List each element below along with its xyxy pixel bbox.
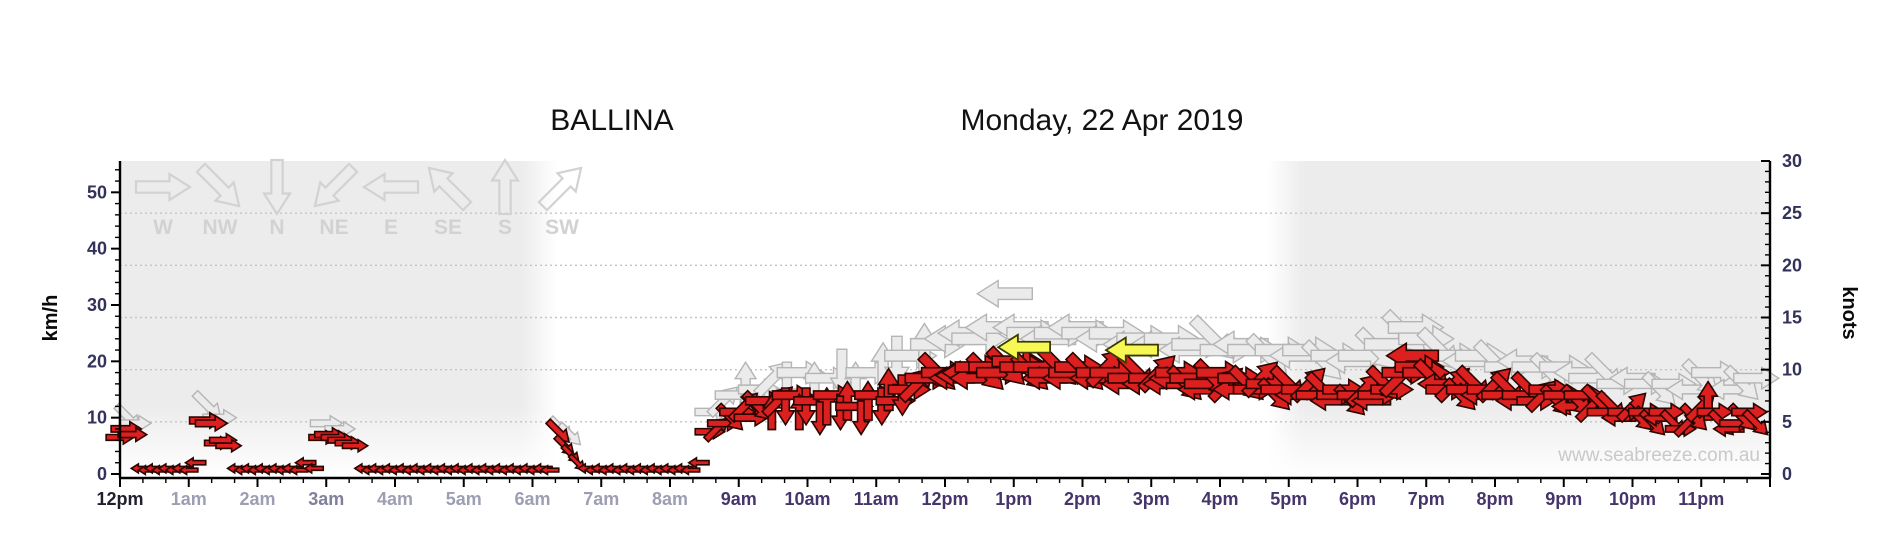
x-hour-label-12pm-0: 12pm: [96, 489, 143, 509]
x-hour-label-11am-11: 11am: [854, 489, 899, 509]
right-tick-label-20: 20: [1782, 255, 1802, 275]
x-hour-label-9pm-21: 9pm: [1545, 489, 1582, 509]
legend-label-NW: NW: [203, 216, 238, 239]
x-hour-label-7pm-19: 7pm: [1408, 489, 1445, 509]
left-tick-label-30: 30: [87, 295, 107, 315]
legend-arrow-N: [262, 158, 292, 217]
night-shading-layer: [120, 161, 1770, 478]
x-hour-label-3am-3: 3am: [308, 489, 344, 509]
x-hour-label-5am-5: 5am: [446, 489, 482, 509]
x-hour-label-11pm-23: 11pm: [1678, 489, 1724, 509]
right-tick-label-25: 25: [1782, 203, 1802, 223]
x-hour-label-6pm-18: 6pm: [1339, 489, 1376, 509]
x-hour-label-12pm-12: 12pm: [921, 489, 968, 509]
legend-label-NE: NE: [319, 216, 348, 239]
right-tick-label-5: 5: [1782, 412, 1792, 432]
legend-arrow-W: [134, 172, 193, 202]
legend-label-SE: SE: [434, 216, 462, 239]
x-hour-label-7am-7: 7am: [583, 489, 619, 509]
legend-label-W: W: [153, 216, 173, 239]
x-hour-label-3pm-15: 3pm: [1133, 489, 1170, 509]
x-hour-label-5pm-17: 5pm: [1270, 489, 1307, 509]
wind-arrows-layer: [105, 341, 1769, 476]
wind-arrow: [341, 438, 370, 454]
wind-arrow: [851, 400, 871, 436]
legend-label-S: S: [498, 216, 512, 239]
legend-arrow-NW: [195, 162, 241, 208]
x-hour-label-10pm-22: 10pm: [1609, 489, 1656, 509]
left-tick-label-0: 0: [97, 464, 107, 484]
right-tick-label-15: 15: [1782, 308, 1802, 328]
wind-arrow: [836, 380, 859, 421]
x-hour-label-4am-4: 4am: [377, 489, 413, 509]
axes-layer: [111, 160, 1772, 487]
x-hour-label-2pm-14: 2pm: [1064, 489, 1101, 509]
wind-arrow: [687, 456, 710, 470]
x-hour-label-8pm-20: 8pm: [1476, 489, 1513, 509]
wind-arrow: [178, 464, 199, 476]
x-hour-label-9am-9: 9am: [721, 489, 757, 509]
left-axis-title: km/h: [40, 295, 62, 342]
wind-arrow: [1741, 408, 1769, 436]
legend-arrow-SE: [427, 166, 473, 212]
wind-arrow: [183, 456, 207, 470]
x-hour-label-1am-1: 1am: [171, 489, 207, 509]
station-title: BALLINA: [550, 104, 673, 137]
left-tick-label-40: 40: [87, 239, 107, 259]
right-axis-title: knots: [1838, 286, 1860, 339]
highlight-arrows-layer: [996, 333, 1159, 365]
legend-label-SW: SW: [545, 216, 579, 239]
legend-label-E: E: [384, 216, 398, 239]
legend-arrow-E: [361, 172, 420, 202]
highlight-arrow: [996, 333, 1051, 362]
wind-arrow: [539, 464, 560, 476]
axis-labels-layer: 0 10 20 30 40 50 0 5 10 15 20 25 30 12pm 1am 2am 3am 4am 5…: [87, 151, 1802, 509]
right-tick-label-30: 30: [1782, 151, 1802, 171]
x-hour-label-6am-6: 6am: [514, 489, 550, 509]
wind-arrow: [215, 438, 243, 454]
right-tick-label-10: 10: [1782, 360, 1802, 380]
legend-arrow-SW: [537, 166, 583, 212]
wind-arrow: [303, 462, 325, 475]
direction-legend: W NW N NE E SE S SW: [134, 157, 583, 239]
wind-arrow: [795, 387, 817, 427]
legend-label-N: N: [269, 216, 284, 239]
left-tick-label-50: 50: [87, 182, 107, 202]
x-hour-label-4pm-16: 4pm: [1201, 489, 1238, 509]
date-title: Monday, 22 Apr 2019: [961, 104, 1244, 137]
left-tick-label-20: 20: [87, 351, 107, 371]
wind-arrow: [194, 414, 229, 433]
right-tick-label-0: 0: [1782, 464, 1792, 484]
x-hour-label-8am-8: 8am: [652, 489, 688, 509]
x-hour-label-1pm-13: 1pm: [995, 489, 1032, 509]
x-hour-label-2am-2: 2am: [239, 489, 275, 509]
highlight-arrow: [1104, 335, 1159, 365]
legend-arrow-S: [490, 157, 520, 216]
wind-arrow: [293, 456, 317, 470]
legend-arrow-NE: [313, 162, 359, 208]
left-tick-label-10: 10: [87, 408, 107, 428]
wind-arrow: [680, 464, 701, 476]
watermark: www.seabreeze.com.au: [1557, 445, 1760, 466]
x-hour-label-10am-10: 10am: [784, 489, 830, 509]
gust-arrow: [975, 279, 1033, 309]
